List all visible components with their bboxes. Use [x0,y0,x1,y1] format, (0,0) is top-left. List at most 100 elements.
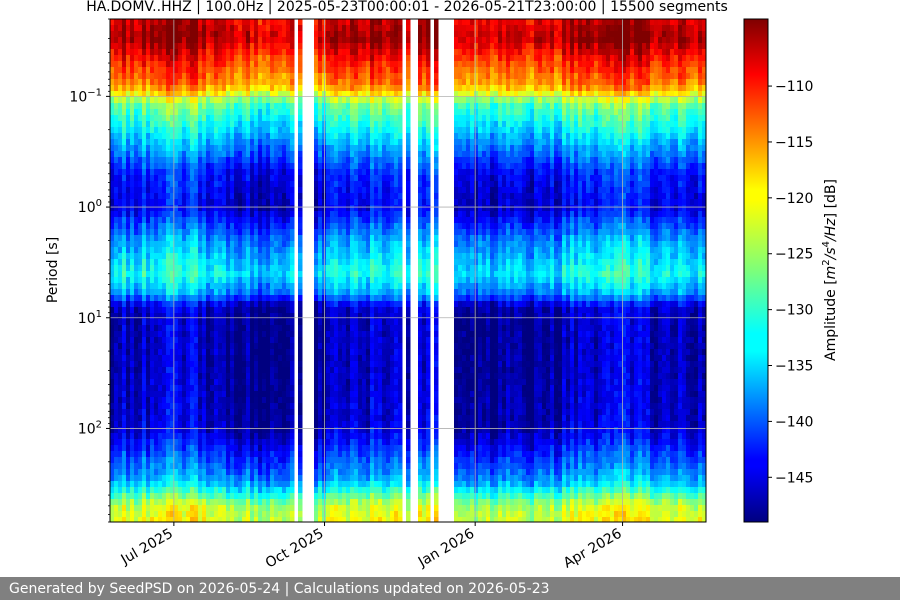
heatmap-cell [190,211,195,218]
heatmap-cell [334,205,339,212]
heatmap-cell [250,235,255,242]
heatmap-cell [318,253,323,260]
heatmap-cell [238,283,243,290]
heatmap-cell [158,301,163,308]
heatmap-cell [326,283,331,290]
heatmap-cell [178,265,183,272]
heatmap-cell [298,337,303,344]
heatmap-cell [342,49,347,56]
heatmap-cell [282,451,287,458]
heatmap-cell [162,199,167,206]
heatmap-cell [114,97,119,104]
heatmap-cell [326,487,331,494]
heatmap-cell [350,517,355,523]
heatmap-cell [114,409,119,416]
heatmap-cell [350,115,355,122]
heatmap-cell [226,379,231,386]
heatmap-cell [338,169,343,176]
heatmap-cell [238,355,243,362]
heatmap-cell [262,415,267,422]
heatmap-cell [206,145,211,152]
heatmap-cell [346,49,351,56]
heatmap-cell [154,517,159,523]
heatmap-cell [342,397,347,404]
heatmap-cell [222,199,227,206]
heatmap-cell [142,73,147,80]
heatmap-cell [338,379,343,386]
heatmap-cell [314,403,319,410]
heatmap-cell [198,175,203,182]
heatmap-cell [130,331,135,338]
heatmap-cell [262,325,267,332]
heatmap-cell [146,337,151,344]
heatmap-cell [186,115,191,122]
heatmap-cell [314,193,319,200]
heatmap-cell [194,337,199,344]
heatmap-cell [354,247,359,254]
heatmap-cell [278,373,283,380]
heatmap-cell [226,73,231,80]
heatmap-cell [270,313,275,320]
heatmap-cell [330,85,335,92]
heatmap-cell [334,61,339,68]
heatmap-cell [118,493,123,500]
heatmap-cell [110,223,115,230]
heatmap-cell [234,373,239,380]
heatmap-cell [266,61,271,68]
heatmap-cell [126,469,131,476]
heatmap-cell [214,331,219,338]
heatmap-cell [286,517,291,523]
heatmap-cell [270,379,275,386]
heatmap-cell [254,199,259,206]
heatmap-cell [130,493,135,500]
heatmap-cell [170,349,175,356]
heatmap-cell [198,379,203,386]
heatmap-cell [314,151,319,158]
heatmap-cell [114,457,119,464]
heatmap-cell [270,85,275,92]
heatmap-cell [274,301,279,308]
heatmap-cell [158,331,163,338]
heatmap-cell [206,235,211,242]
heatmap-cell [162,169,167,176]
heatmap-cell [154,433,159,440]
heatmap-cell [282,85,287,92]
heatmap-cell [190,511,195,518]
heatmap-cell [138,157,143,164]
heatmap-cell [158,397,163,404]
heatmap-cell [270,25,275,32]
heatmap-cell [286,427,291,434]
heatmap-cell [358,325,363,332]
heatmap-cell [142,289,147,296]
heatmap-cell [282,259,287,266]
heatmap-cell [194,469,199,476]
heatmap-cell [198,481,203,488]
heatmap-cell [286,253,291,260]
heatmap-cell [350,37,355,44]
heatmap-cell [146,79,151,86]
heatmap-cell [298,415,303,422]
heatmap-cell [194,499,199,506]
heatmap-cell [298,157,303,164]
heatmap-cell [114,433,119,440]
heatmap-cell [202,361,207,368]
heatmap-cell [150,481,155,488]
heatmap-cell [238,91,243,98]
heatmap-cell [354,361,359,368]
heatmap-cell [350,469,355,476]
heatmap-cell [162,463,167,470]
heatmap-cell [154,91,159,98]
heatmap-cell [330,511,335,518]
heatmap-cell [354,49,359,56]
heatmap-cell [162,145,167,152]
heatmap-cell [270,331,275,338]
heatmap-cell [194,271,199,278]
heatmap-cell [198,415,203,422]
heatmap-cell [250,253,255,260]
heatmap-cell [222,61,227,68]
heatmap-cell [270,391,275,398]
heatmap-cell [334,487,339,494]
heatmap-cell [354,97,359,104]
heatmap-cell [146,31,151,38]
heatmap-cell [266,337,271,344]
